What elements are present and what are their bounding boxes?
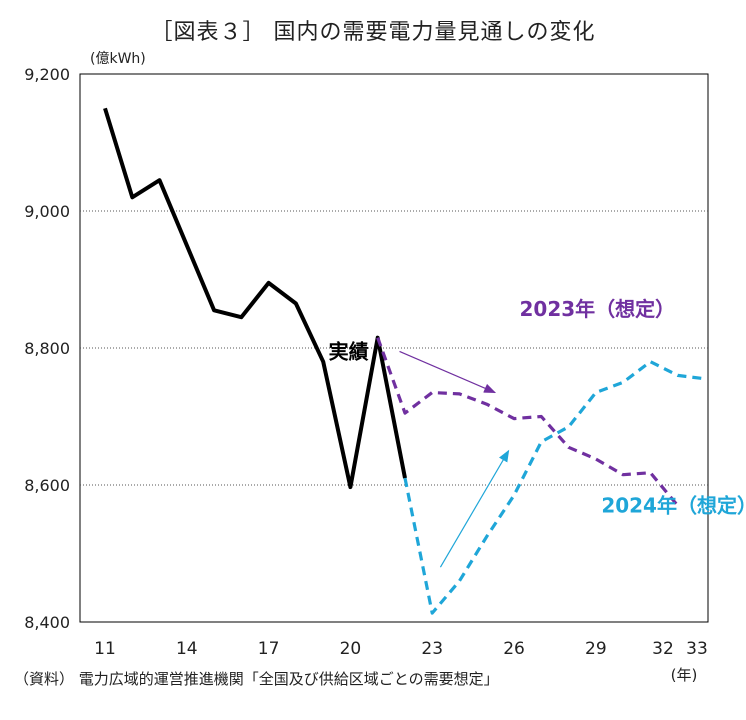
y-axis-unit: (億kWh) <box>90 51 146 67</box>
x-tick-label: 14 <box>176 639 198 659</box>
x-tick-label: 17 <box>258 639 280 659</box>
series-annotation-1: 2023年（想定） <box>520 297 676 321</box>
y-tick-label: 8,600 <box>24 476 70 495</box>
x-tick-label: 32 <box>652 639 674 659</box>
x-tick-label: 29 <box>585 639 607 659</box>
series-line-0 <box>103 107 407 490</box>
x-tick-label: 23 <box>421 639 443 659</box>
y-tick-label: 9,200 <box>24 65 70 84</box>
y-tick-label: 9,000 <box>24 202 70 221</box>
series-annotation-0: 実績 <box>329 339 369 363</box>
x-tick-label: 33 <box>686 639 708 659</box>
y-tick-label: 8,800 <box>24 339 70 358</box>
x-tick-label: 20 <box>340 639 362 659</box>
trend-arrow-0 <box>399 350 497 394</box>
x-tick-label: 11 <box>94 639 116 659</box>
series-line-2 <box>403 360 706 615</box>
series-annotation-2: 2024年（想定） <box>601 493 746 517</box>
x-tick-label: 26 <box>503 639 525 659</box>
source-note: （資料） 電力広域的運営推進機関「全国及び供給区域ごとの需要想定」 <box>14 670 499 688</box>
trend-arrow-1 <box>439 449 510 568</box>
y-tick-label: 8,400 <box>24 613 70 632</box>
plot-area-frame <box>79 73 709 623</box>
series-line-1 <box>376 337 679 507</box>
x-axis-unit: (年) <box>671 666 698 684</box>
chart-title: ［図表３］ 国内の需要電力量見通しの変化 <box>150 20 596 45</box>
